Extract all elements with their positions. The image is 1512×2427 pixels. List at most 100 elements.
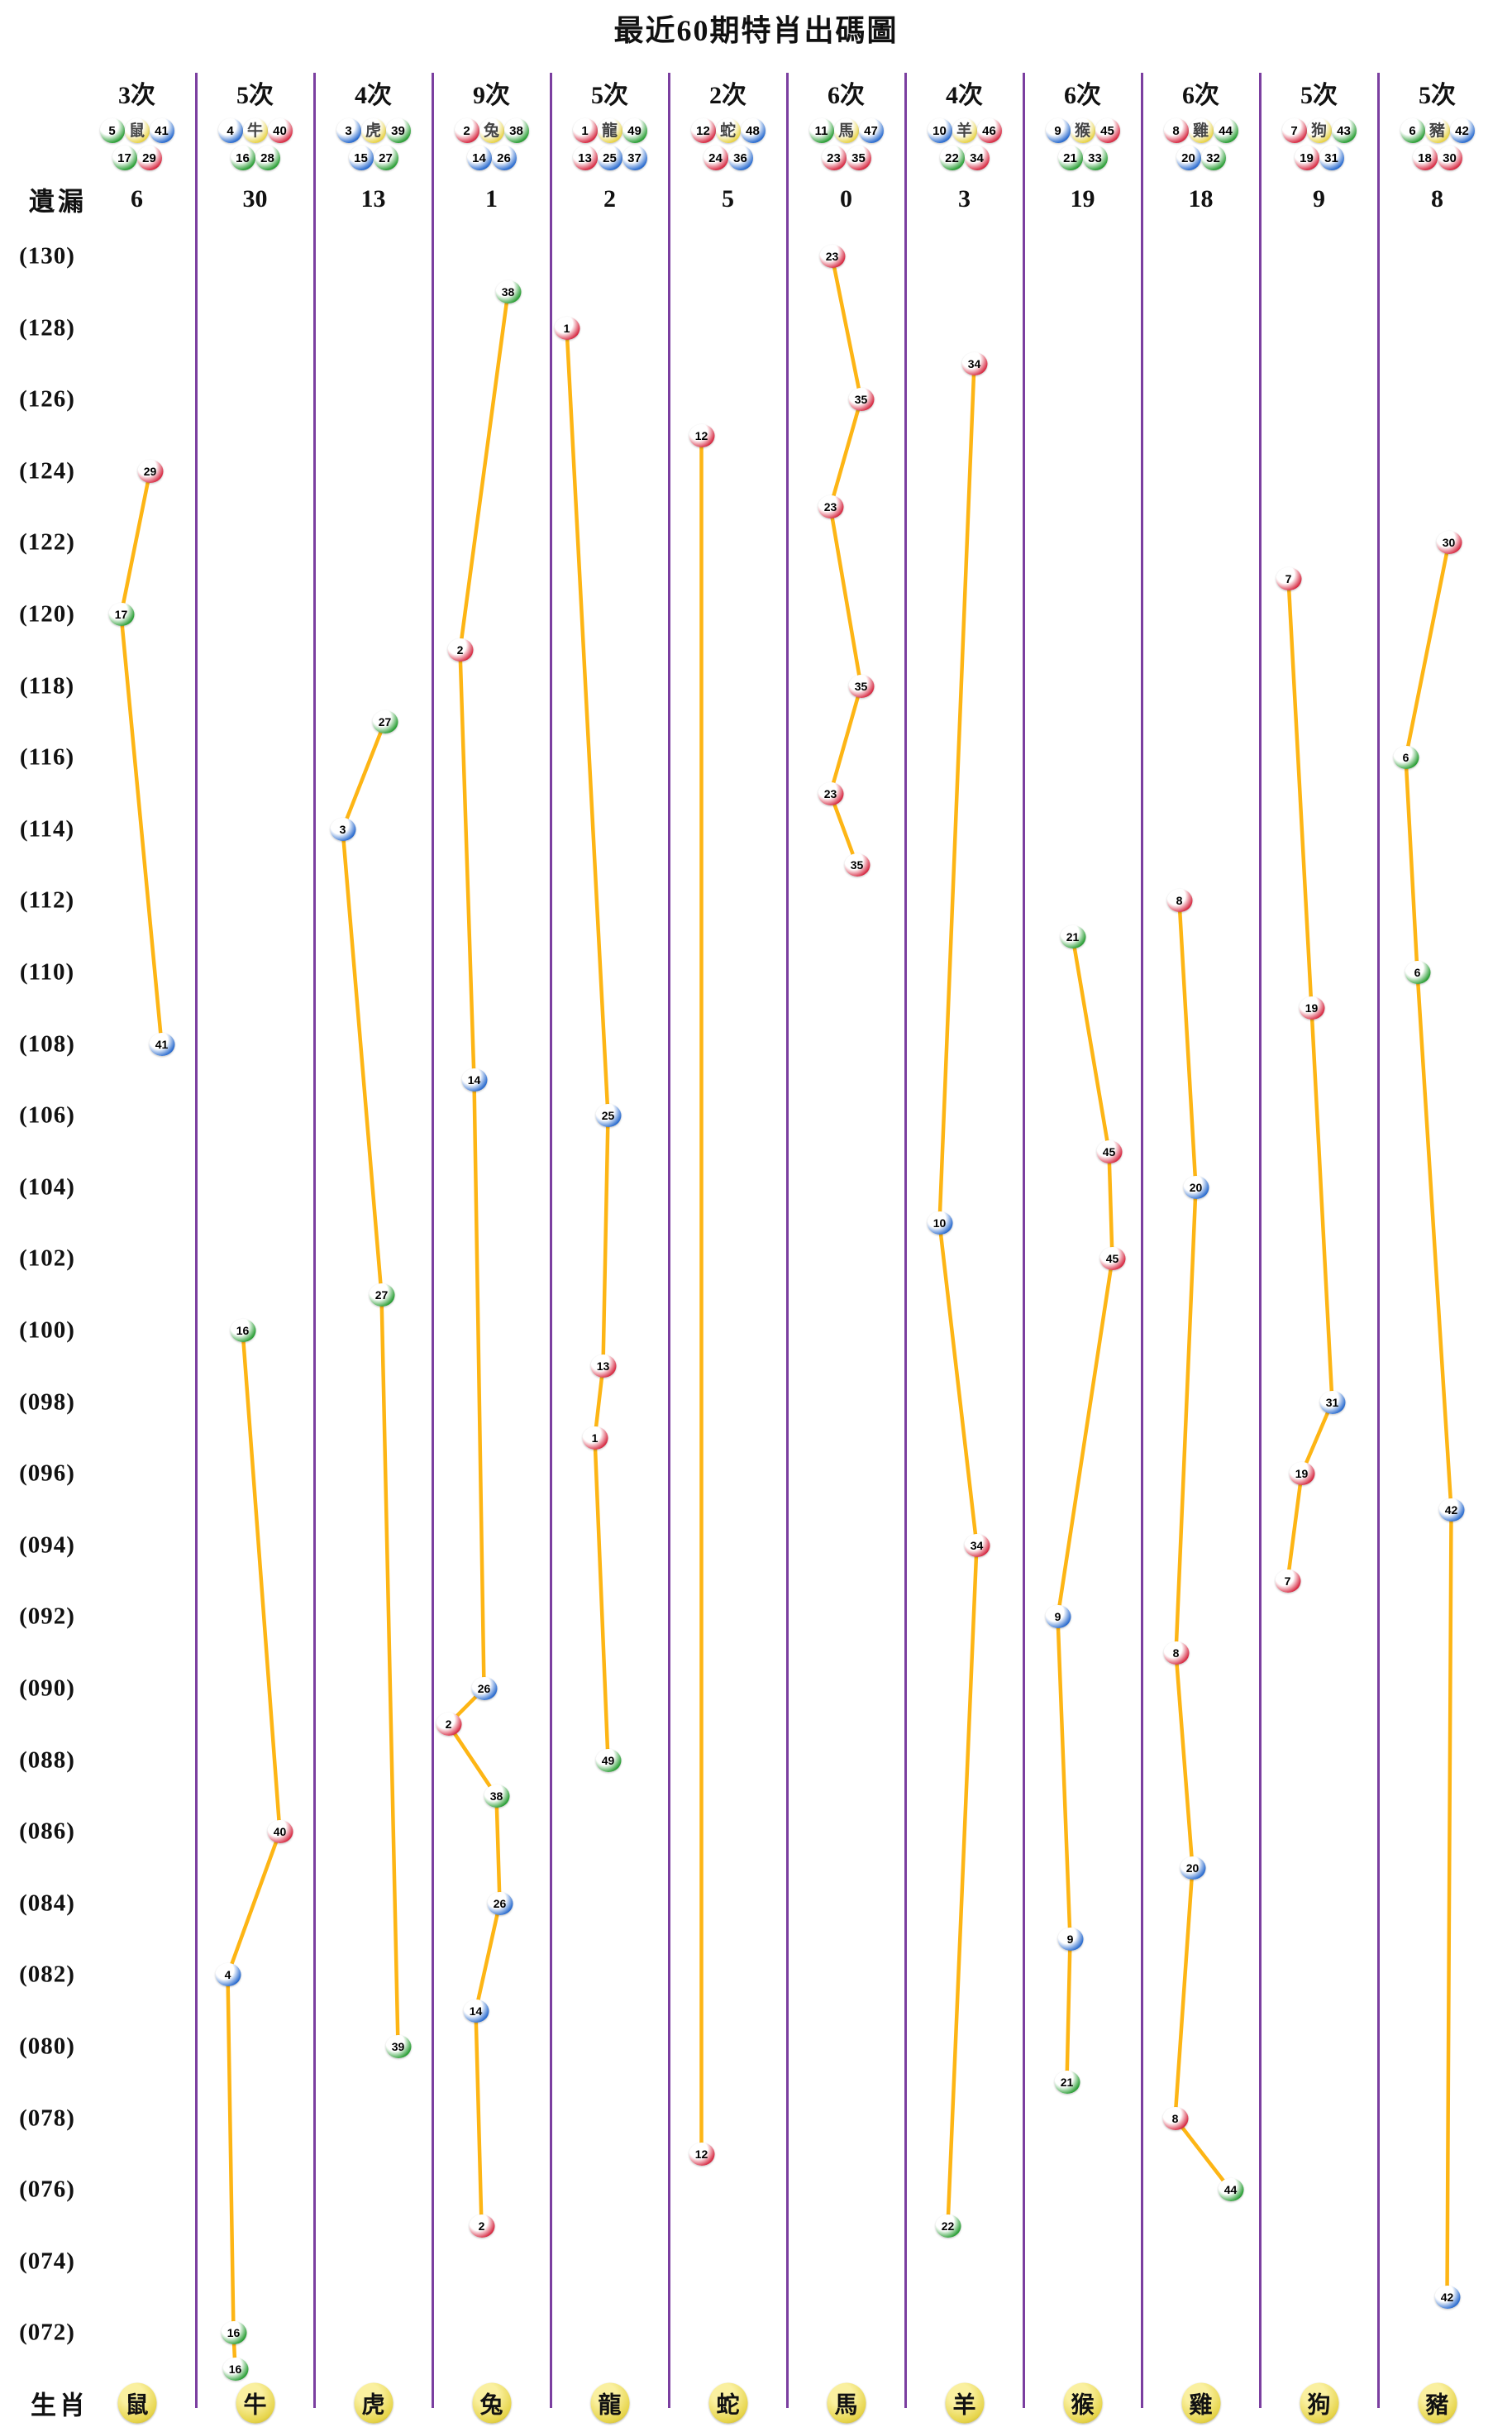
zodiac-header-ball: 雞 bbox=[1188, 118, 1214, 143]
column-separator bbox=[667, 73, 670, 2408]
chart-ball: 8 bbox=[1163, 1641, 1189, 1665]
zodiac-header-ball: 豬 bbox=[1424, 118, 1450, 143]
axis-period-label: (124) bbox=[19, 457, 75, 485]
trend-polyline bbox=[1285, 578, 1334, 1582]
chart-ball: 9 bbox=[1057, 1928, 1083, 1952]
chart-ball: 19 bbox=[1299, 996, 1324, 1020]
header-ball: 48 bbox=[740, 118, 766, 143]
chart-ball: 16 bbox=[230, 1319, 255, 1342]
axis-period-label: (082) bbox=[19, 1961, 75, 1988]
trend-polyline bbox=[446, 292, 510, 2226]
column-miss-value: 6 bbox=[131, 185, 143, 213]
column-miss-value: 19 bbox=[1070, 185, 1095, 213]
column-miss-value: 2 bbox=[603, 185, 616, 213]
header-ball: 5 bbox=[99, 118, 125, 143]
column-miss-value: 13 bbox=[360, 185, 386, 213]
axis-period-label: (120) bbox=[19, 600, 75, 628]
chart-ball: 2 bbox=[469, 2214, 494, 2238]
chart-ball: 38 bbox=[484, 1784, 509, 1808]
axis-period-label: (074) bbox=[19, 2248, 75, 2275]
axis-period-label: (092) bbox=[19, 1603, 75, 1630]
column-count-label: 5次 bbox=[1300, 82, 1338, 109]
header-ball: 42 bbox=[1449, 118, 1475, 143]
header-ball: 22 bbox=[939, 146, 965, 170]
axis-period-label: (122) bbox=[19, 528, 75, 556]
chart-ball: 21 bbox=[1060, 924, 1085, 948]
header-ball: 13 bbox=[572, 146, 598, 170]
chart-ball: 12 bbox=[689, 423, 714, 447]
chart-ball: 44 bbox=[1218, 2178, 1243, 2202]
header-ball: 18 bbox=[1412, 146, 1438, 170]
trend-polyline bbox=[828, 256, 863, 866]
chart-ball: 27 bbox=[372, 709, 398, 733]
chart-ball: 6 bbox=[1393, 746, 1419, 770]
zodiac-header-ball: 虎 bbox=[360, 118, 386, 143]
column-separator bbox=[1140, 73, 1143, 2408]
column-count-label: 5次 bbox=[1419, 82, 1456, 109]
chart-ball: 26 bbox=[471, 1677, 497, 1700]
chart-ball: 1 bbox=[582, 1426, 608, 1450]
trend-polyline bbox=[119, 471, 164, 1044]
header-ball: 1 bbox=[572, 118, 598, 143]
header-ball: 47 bbox=[858, 118, 884, 143]
axis-period-label: (126) bbox=[19, 385, 75, 413]
header-ball: 10 bbox=[927, 118, 952, 143]
column-separator bbox=[1258, 73, 1262, 2408]
chart-ball: 42 bbox=[1434, 2286, 1460, 2310]
chart-ball: 3 bbox=[330, 817, 355, 841]
bottom-zodiac-ball: 龍 bbox=[590, 2382, 629, 2424]
column-count-label: 2次 bbox=[709, 82, 746, 109]
column-miss-value: 30 bbox=[242, 185, 268, 213]
trend-polyline bbox=[1173, 901, 1233, 2191]
chart-ball: 40 bbox=[267, 1820, 293, 1844]
column-count-label: 6次 bbox=[1064, 82, 1101, 109]
chart-ball: 39 bbox=[385, 2035, 411, 2058]
chart-ball: 10 bbox=[927, 1211, 952, 1235]
chart-ball: 13 bbox=[590, 1354, 616, 1378]
axis-period-label: (072) bbox=[19, 2319, 75, 2346]
column-miss-value: 9 bbox=[1313, 185, 1325, 213]
bottom-zodiac-ball: 鼠 bbox=[117, 2382, 156, 2424]
header-ball: 7 bbox=[1281, 118, 1307, 143]
column-count-label: 6次 bbox=[1182, 82, 1219, 109]
header-ball: 23 bbox=[821, 146, 847, 170]
axis-period-label: (078) bbox=[19, 2105, 75, 2132]
chart-ball: 2 bbox=[447, 638, 473, 662]
zodiac-header-ball: 兔 bbox=[479, 118, 504, 143]
header-ball: 15 bbox=[348, 146, 374, 170]
chart-ball: 23 bbox=[819, 245, 845, 268]
trend-polyline bbox=[1404, 542, 1453, 2298]
chart-ball: 8 bbox=[1166, 889, 1192, 913]
chart-ball: 22 bbox=[935, 2214, 961, 2238]
header-ball: 12 bbox=[690, 118, 716, 143]
axis-period-label: (084) bbox=[19, 1890, 75, 1917]
header-ball: 24 bbox=[703, 146, 728, 170]
chart-ball: 35 bbox=[848, 674, 874, 698]
column-count-label: 5次 bbox=[591, 82, 628, 109]
chart-ball: 34 bbox=[964, 1533, 990, 1557]
header-ball: 27 bbox=[373, 146, 398, 170]
chart-ball: 17 bbox=[108, 603, 134, 626]
header-ball: 14 bbox=[466, 146, 492, 170]
bottom-zodiac-ball: 虎 bbox=[354, 2382, 393, 2424]
column-miss-value: 5 bbox=[722, 185, 734, 213]
bottom-zodiac-ball: 豬 bbox=[1418, 2382, 1457, 2424]
chart-ball: 14 bbox=[461, 1068, 487, 1092]
zodiac-header-ball: 猴 bbox=[1070, 118, 1095, 143]
chart-title: 最近60期特肖出碼圖 bbox=[613, 14, 899, 47]
axis-period-label: (090) bbox=[19, 1675, 75, 1702]
column-miss-value: 1 bbox=[485, 185, 498, 213]
header-ball: 45 bbox=[1095, 118, 1120, 143]
axis-period-label: (088) bbox=[19, 1746, 75, 1774]
axis-period-label: (112) bbox=[19, 886, 75, 914]
header-ball: 38 bbox=[503, 118, 529, 143]
header-ball: 17 bbox=[112, 146, 137, 170]
chart-ball: 25 bbox=[595, 1104, 621, 1128]
header-ball: 33 bbox=[1082, 146, 1108, 170]
chart-ball: 26 bbox=[487, 1891, 513, 1915]
header-ball: 32 bbox=[1200, 146, 1226, 170]
chart-ball: 6 bbox=[1405, 961, 1430, 984]
axis-period-label: (130) bbox=[19, 242, 75, 270]
